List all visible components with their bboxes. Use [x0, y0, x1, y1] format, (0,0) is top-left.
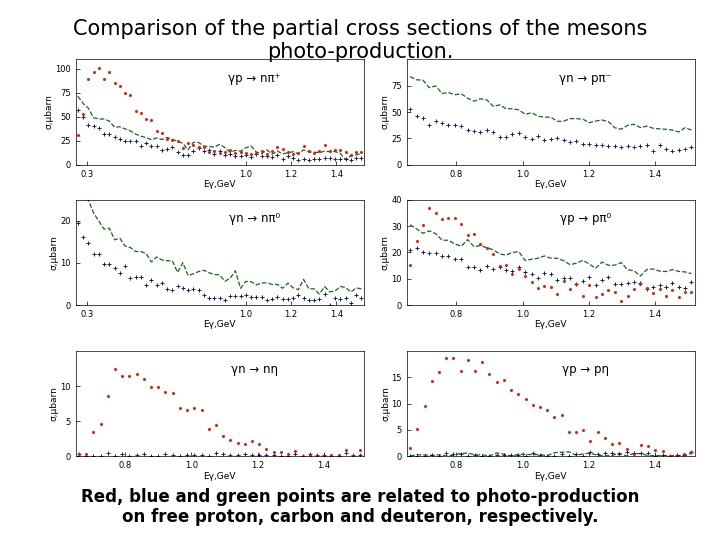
Y-axis label: σ,μbarn: σ,μbarn — [381, 94, 390, 130]
Text: γp → pη: γp → pη — [562, 363, 609, 376]
Text: γn → pπ⁻: γn → pπ⁻ — [559, 72, 612, 85]
X-axis label: Eγ,GeV: Eγ,GeV — [534, 471, 567, 481]
Text: Comparison of the partial cross sections of the mesons
photo-production.: Comparison of the partial cross sections… — [73, 19, 647, 62]
X-axis label: Eγ,GeV: Eγ,GeV — [203, 320, 236, 329]
X-axis label: Eγ,GeV: Eγ,GeV — [534, 320, 567, 329]
Y-axis label: σ,μbarn: σ,μbarn — [381, 235, 390, 270]
X-axis label: Eγ,GeV: Eγ,GeV — [203, 180, 236, 189]
X-axis label: Eγ,GeV: Eγ,GeV — [203, 471, 236, 481]
Text: γn → nη: γn → nη — [230, 363, 278, 376]
Y-axis label: σ,μbarn: σ,μbarn — [381, 386, 390, 421]
Text: γp → pπ⁰: γp → pπ⁰ — [559, 212, 611, 225]
Y-axis label: σ,μbarn: σ,μbarn — [45, 94, 53, 130]
X-axis label: Eγ,GeV: Eγ,GeV — [534, 180, 567, 189]
Text: γp → nπ⁺: γp → nπ⁺ — [228, 72, 281, 85]
Text: γn → nπ⁰: γn → nπ⁰ — [228, 212, 280, 225]
Y-axis label: σ,μbarn: σ,μbarn — [50, 386, 59, 421]
Y-axis label: σ,μbarn: σ,μbarn — [50, 235, 59, 270]
Text: Red, blue and green points are related to photo-production
on free proton, carbo: Red, blue and green points are related t… — [81, 488, 639, 526]
